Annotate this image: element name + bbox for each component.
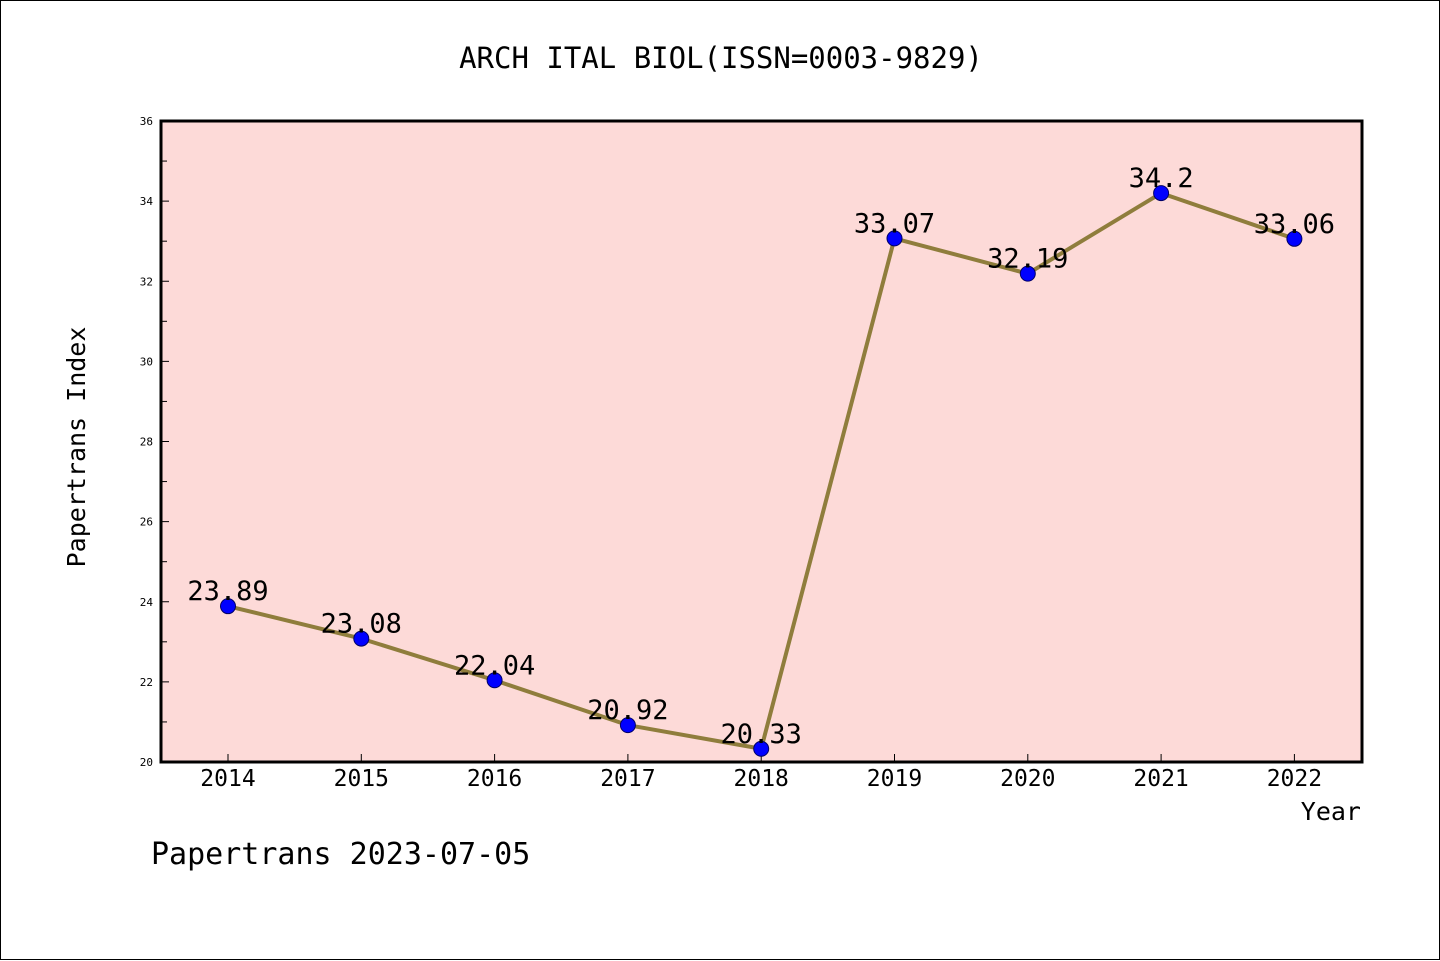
y-axis-label: Papertrans Index [62, 327, 91, 568]
data-point [1019, 265, 1036, 282]
x-tick-label: 2016 [467, 766, 522, 792]
data-label: 22.04 [454, 650, 535, 681]
series-layer: 23.89 23.08 22.04 20.92 20.33 33.07 32.19 34.2 3… [187, 163, 1335, 757]
y-tick-label: 24 [140, 596, 154, 609]
x-tick-label: 2018 [734, 766, 789, 792]
y-tick-label: 20 [140, 756, 153, 769]
data-point [1286, 230, 1303, 247]
data-label: 33.07 [854, 208, 935, 239]
data-label: 33.06 [1254, 209, 1335, 240]
data-point [753, 740, 770, 757]
data-point [353, 630, 370, 647]
x-tick-label: 2021 [1133, 766, 1188, 792]
data-label: 32.19 [987, 244, 1068, 275]
data-point [486, 672, 503, 689]
y-tick-label: 28 [140, 436, 153, 449]
y-tick-label: 30 [140, 355, 153, 368]
y-tick-label: 22 [140, 676, 153, 689]
x-axis: 2014 2015 2016 2017 2018 2019 2020 2021 2022 [200, 754, 1322, 792]
data-label: 23.89 [187, 576, 268, 607]
y-tick-label: 32 [140, 275, 153, 288]
data-label: 20.33 [721, 719, 802, 750]
plot-frame [159, 119, 1364, 764]
x-axis-label: Year [1301, 797, 1361, 826]
x-tick-label: 2019 [867, 766, 922, 792]
x-tick-label: 2022 [1267, 766, 1322, 792]
x-tick-label: 2015 [334, 766, 389, 792]
plot-area [161, 121, 1362, 762]
y-tick-label: 26 [140, 516, 153, 529]
y-axis: 20 22 24 26 28 30 32 34 36 [140, 115, 169, 769]
data-point [220, 598, 236, 615]
y-tick-label: 34 [140, 195, 154, 208]
x-tick-label: 2017 [600, 766, 655, 792]
data-label: 20.92 [587, 695, 668, 726]
x-tick-label: 2020 [1000, 766, 1055, 792]
data-point [1153, 185, 1170, 202]
data-point [886, 230, 903, 247]
x-tick-label: 2014 [200, 766, 255, 792]
y-tick-label: 36 [140, 115, 153, 128]
footer-credit: Papertrans 2023-07-05 [151, 837, 530, 872]
data-point [619, 717, 636, 734]
data-label: 34.2 [1129, 163, 1194, 194]
chart-title: ARCH ITAL BIOL(ISSN=0003-9829) [459, 41, 983, 75]
data-label: 23.08 [321, 609, 402, 640]
